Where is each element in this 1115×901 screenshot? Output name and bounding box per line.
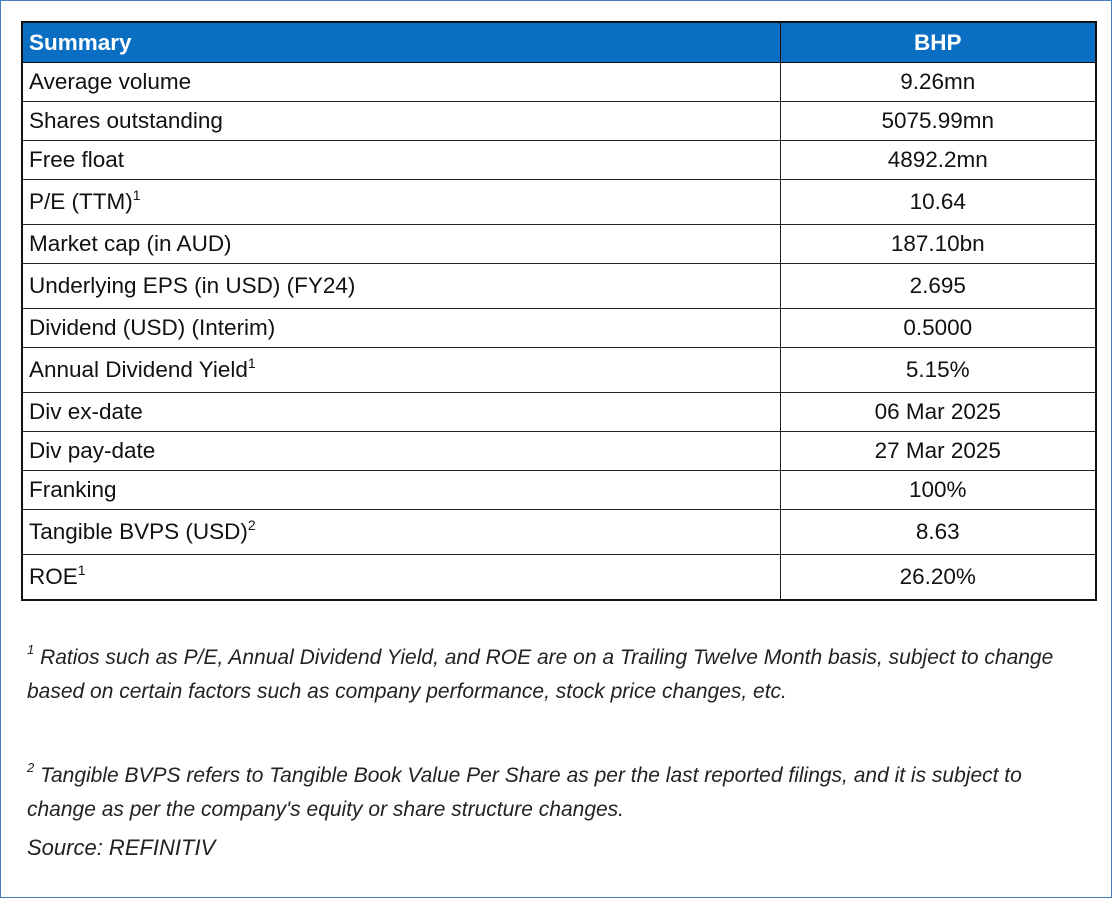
row-value: 9.26mn	[779, 62, 1097, 102]
row-value: 0.5000	[779, 308, 1097, 348]
footnote-marker: 2	[247, 517, 256, 533]
table-row: Tangible BVPS (USD)2 8.63	[21, 509, 1097, 555]
row-label-text: Shares outstanding	[29, 108, 223, 133]
row-label: Shares outstanding	[21, 101, 781, 141]
row-value: 26.20%	[779, 554, 1097, 601]
table-row: Dividend (USD) (Interim) 0.5000	[21, 308, 1097, 348]
row-value: 2.695	[779, 263, 1097, 309]
row-label-text: Franking	[29, 477, 117, 502]
table-row: Annual Dividend Yield1 5.15%	[21, 347, 1097, 393]
table-row: P/E (TTM)1 10.64	[21, 179, 1097, 225]
header-summary: Summary	[21, 21, 781, 63]
row-value: 06 Mar 2025	[779, 392, 1097, 432]
table-row: Market cap (in AUD) 187.10bn	[21, 224, 1097, 264]
row-value: 27 Mar 2025	[779, 431, 1097, 471]
row-value: 8.63	[779, 509, 1097, 555]
table-row: Underlying EPS (in USD) (FY24) 2.695	[21, 263, 1097, 309]
table-row: ROE1 26.20%	[21, 554, 1097, 601]
footnotes: 1 Ratios such as P/E, Annual Dividend Yi…	[27, 641, 1087, 865]
row-label-text: Annual Dividend Yield	[29, 357, 248, 382]
row-label-text: Div pay-date	[29, 438, 156, 463]
row-label-text: ROE	[29, 564, 78, 589]
header-bhp: BHP	[779, 21, 1097, 63]
row-label: P/E (TTM)1	[21, 179, 781, 225]
row-label: Free float	[21, 140, 781, 180]
row-value: 100%	[779, 470, 1097, 510]
row-value: 5075.99mn	[779, 101, 1097, 141]
row-label-text: Underlying EPS (in USD) (FY24)	[29, 273, 356, 298]
footnote-1-marker: 1	[27, 642, 35, 657]
row-value: 10.64	[779, 179, 1097, 225]
row-label-text: Free float	[29, 147, 125, 172]
row-value: 4892.2mn	[779, 140, 1097, 180]
row-value: 187.10bn	[779, 224, 1097, 264]
row-label: Underlying EPS (in USD) (FY24)	[21, 263, 781, 309]
row-label: Div pay-date	[21, 431, 781, 471]
row-label: Franking	[21, 470, 781, 510]
footnote-marker: 1	[77, 562, 86, 578]
footnote-2-marker: 2	[27, 760, 35, 775]
source-note: Source: REFINITIV	[27, 835, 216, 860]
table-header-row: Summary BHP	[21, 21, 1097, 63]
summary-table: Summary BHP Average volume 9.26mn Shares…	[21, 21, 1097, 601]
row-label-text: Market cap (in AUD)	[29, 231, 232, 256]
row-label-text: Average volume	[29, 69, 192, 94]
footnote-marker: 1	[247, 355, 256, 371]
table-row: Average volume 9.26mn	[21, 62, 1097, 102]
row-label-text: Dividend (USD) (Interim)	[29, 315, 276, 340]
table-row: Franking 100%	[21, 470, 1097, 510]
row-label: Annual Dividend Yield1	[21, 347, 781, 393]
footnote-2-text: Tangible BVPS refers to Tangible Book Va…	[27, 764, 1022, 821]
table-row: Div pay-date 27 Mar 2025	[21, 431, 1097, 471]
row-label: Market cap (in AUD)	[21, 224, 781, 264]
row-label-text: P/E (TTM)	[29, 189, 133, 214]
row-label-text: Div ex-date	[29, 399, 143, 424]
table-row: Div ex-date 06 Mar 2025	[21, 392, 1097, 432]
footnote-1-text: Ratios such as P/E, Annual Dividend Yiel…	[27, 646, 1054, 703]
table-row: Shares outstanding 5075.99mn	[21, 101, 1097, 141]
row-label: ROE1	[21, 554, 781, 601]
footnote-2: 2 Tangible BVPS refers to Tangible Book …	[27, 759, 1087, 827]
footnote-1: 1 Ratios such as P/E, Annual Dividend Yi…	[27, 641, 1087, 709]
row-label: Tangible BVPS (USD)2	[21, 509, 781, 555]
row-label: Dividend (USD) (Interim)	[21, 308, 781, 348]
footnote-marker: 1	[132, 187, 141, 203]
row-label-text: Tangible BVPS (USD)	[29, 519, 248, 544]
row-label: Average volume	[21, 62, 781, 102]
row-label: Div ex-date	[21, 392, 781, 432]
table-row: Free float 4892.2mn	[21, 140, 1097, 180]
row-value: 5.15%	[779, 347, 1097, 393]
